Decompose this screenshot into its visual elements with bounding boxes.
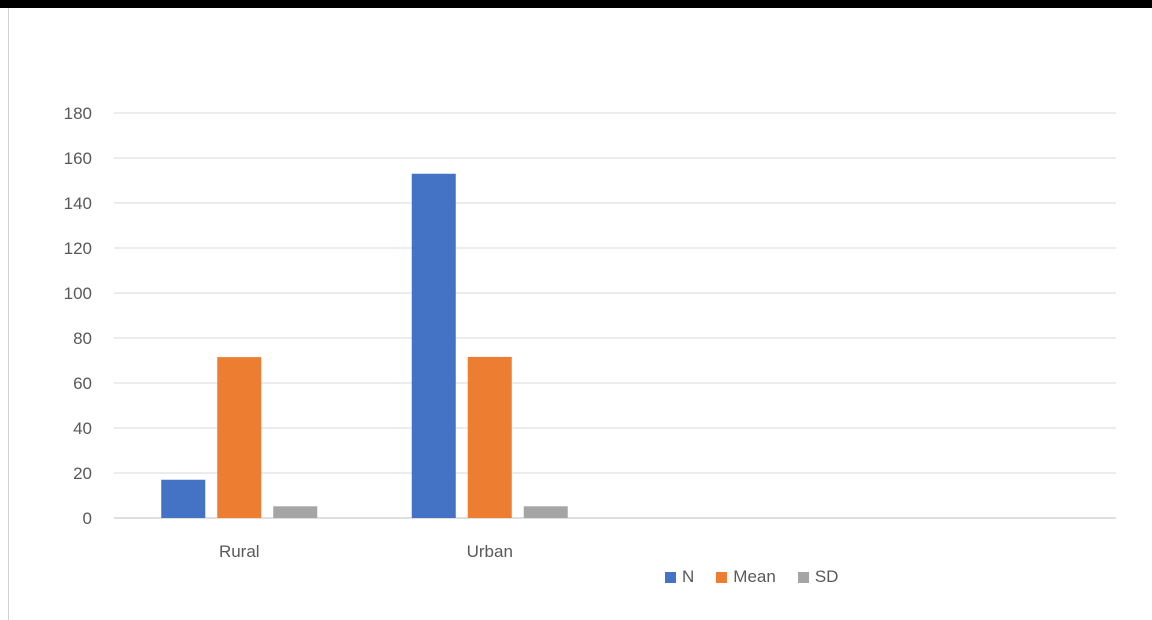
y-tick-label: 100: [64, 284, 92, 303]
left-border: [8, 8, 9, 620]
y-tick-label: 40: [73, 419, 92, 438]
legend-item-n: N: [665, 567, 694, 587]
y-tick-label: 120: [64, 239, 92, 258]
y-tick-label: 160: [64, 149, 92, 168]
x-category-label: Rural: [219, 542, 260, 561]
legend-swatch-mean: [716, 571, 728, 583]
y-tick-label: 80: [73, 329, 92, 348]
y-tick-label: 140: [64, 194, 92, 213]
top-border: [0, 0, 1152, 8]
legend-swatch-sd: [797, 571, 809, 583]
legend-swatch-n: [665, 571, 676, 583]
bar-mean-urban: [467, 356, 512, 518]
legend-label-n: N: [682, 567, 695, 586]
bar-mean-rural: [217, 357, 262, 518]
bar-n-rural: [161, 479, 206, 518]
bar-sd-urban: [523, 506, 568, 518]
legend-item-sd: SD: [797, 567, 839, 587]
bar-n-urban: [411, 173, 456, 518]
y-tick-label: 180: [64, 104, 92, 123]
y-tick-label: 60: [73, 374, 92, 393]
y-tick-label: 20: [73, 464, 92, 483]
legend-label-mean: Mean: [733, 567, 776, 586]
legend: N Mean SD: [665, 567, 860, 587]
legend-item-mean: Mean: [716, 567, 776, 587]
legend-label-sd: SD: [814, 567, 839, 586]
bar-sd-rural: [273, 506, 318, 518]
y-tick-label: 0: [83, 509, 92, 528]
x-category-label: Urban: [467, 542, 513, 561]
